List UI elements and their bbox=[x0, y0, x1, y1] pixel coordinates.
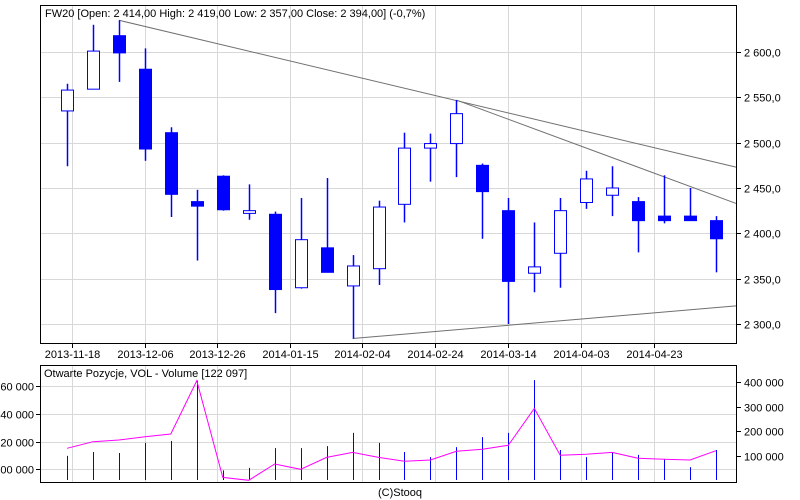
candle-body-down bbox=[321, 247, 334, 273]
candle bbox=[373, 200, 386, 286]
candle bbox=[554, 197, 567, 288]
candle bbox=[165, 127, 178, 218]
trendline bbox=[456, 99, 737, 204]
volume-plot-frame bbox=[40, 365, 737, 483]
candles bbox=[61, 20, 723, 339]
candle bbox=[606, 166, 619, 217]
candle bbox=[398, 132, 411, 223]
candle bbox=[191, 189, 204, 261]
oi-tick-label: 140 000 bbox=[0, 410, 34, 422]
candle-body-down bbox=[658, 215, 671, 222]
volume-axis: 400 000 300 000 200 000 100 000 bbox=[737, 378, 784, 464]
x-tick-label: 2014-03-14 bbox=[480, 349, 536, 361]
candle bbox=[476, 163, 489, 239]
candle-body-down bbox=[710, 220, 723, 240]
candle-body-down bbox=[113, 35, 126, 54]
x-tick-label: 2013-12-06 bbox=[117, 349, 173, 361]
y-tick-label: 2 550,0 bbox=[744, 93, 781, 105]
trendline bbox=[352, 305, 737, 340]
candle-body-up bbox=[554, 210, 567, 254]
candle-body-up bbox=[606, 187, 619, 196]
candle-body-up bbox=[528, 266, 541, 274]
x-tick-label: 2014-02-24 bbox=[407, 349, 463, 361]
candle-body-down bbox=[269, 213, 282, 291]
candle bbox=[321, 178, 334, 273]
volume-tick-label: 400 000 bbox=[744, 378, 784, 390]
candle-body-down bbox=[632, 201, 645, 222]
x-tick-label: 2014-02-04 bbox=[334, 349, 390, 361]
candle-body-down bbox=[165, 132, 178, 195]
candle-body-up bbox=[61, 89, 74, 112]
candle-body-up bbox=[295, 239, 308, 289]
candle-body-down bbox=[502, 210, 515, 282]
candle-body-down bbox=[217, 175, 230, 211]
candle bbox=[295, 197, 308, 289]
candle bbox=[61, 83, 74, 167]
date-x-axis: 2013-11-18 2013-12-06 2013-12-26 2014-01-15… bbox=[45, 344, 683, 361]
x-tick-label: 2013-11-18 bbox=[45, 349, 100, 361]
candle-body-up bbox=[373, 206, 386, 270]
y-tick-label: 2 450,0 bbox=[744, 184, 781, 196]
price-panel: FW20 [Open: 2 414,00 High: 2 419,00 Low:… bbox=[40, 5, 781, 361]
candle bbox=[684, 188, 697, 222]
price-y-axis: 2 600,0 2 550,0 2 500,0 2 450,0 2 400,0 2 350… bbox=[737, 48, 781, 332]
open-interest-line bbox=[66, 379, 717, 481]
x-tick-label: 2013-12-26 bbox=[189, 349, 245, 361]
oi-tick-label: 100 000 bbox=[0, 465, 34, 477]
volume-panel: Otwarte Pozycje, VOL - Volume [122 097] … bbox=[0, 365, 784, 483]
x-tick-label: 2014-04-23 bbox=[626, 349, 682, 361]
footer-copyright: (C)Stooq bbox=[378, 487, 422, 499]
candle bbox=[710, 216, 723, 273]
candle bbox=[113, 20, 126, 82]
candle bbox=[528, 222, 541, 293]
price-chart-title: FW20 [Open: 2 414,00 High: 2 419,00 Low:… bbox=[45, 8, 425, 20]
volume-tick-label: 200 000 bbox=[744, 427, 784, 439]
y-tick-label: 2 350,0 bbox=[744, 275, 781, 287]
volume-grid bbox=[41, 366, 736, 482]
volume-panel-title: Otwarte Pozycje, VOL - Volume [122 097] bbox=[44, 368, 247, 380]
y-tick-label: 2 500,0 bbox=[744, 139, 781, 151]
trendline bbox=[118, 19, 737, 168]
candle-body-up bbox=[347, 265, 360, 287]
candle-body-down bbox=[139, 68, 152, 150]
candle bbox=[269, 211, 282, 314]
candle-body-up bbox=[580, 178, 593, 204]
candle bbox=[580, 170, 593, 209]
oi-tick-label: 120 000 bbox=[0, 438, 34, 450]
candle bbox=[139, 48, 152, 161]
oi-tick-label: 160 000 bbox=[0, 382, 34, 394]
candle-body-up bbox=[243, 210, 256, 214]
x-tick-label: 2014-01-15 bbox=[262, 349, 318, 361]
candle bbox=[658, 175, 671, 224]
candle-body-down bbox=[684, 215, 697, 222]
trendlines bbox=[118, 19, 737, 340]
y-tick-label: 2 600,0 bbox=[744, 48, 781, 60]
candle bbox=[424, 133, 437, 182]
candle bbox=[243, 184, 256, 220]
y-tick-label: 2 300,0 bbox=[744, 320, 781, 332]
y-tick-label: 2 400,0 bbox=[744, 229, 781, 241]
volume-tick-label: 100 000 bbox=[744, 452, 784, 464]
open-interest-axis: 160 000 140 000 120 000 100 000 bbox=[0, 382, 40, 477]
volume-tick-label: 300 000 bbox=[744, 403, 784, 415]
candle-body-down bbox=[191, 201, 204, 207]
candle bbox=[347, 255, 360, 339]
candle bbox=[632, 197, 645, 253]
candle bbox=[450, 100, 463, 178]
candle-body-up bbox=[450, 113, 463, 145]
x-tick-label: 2014-04-03 bbox=[553, 349, 609, 361]
candle bbox=[217, 175, 230, 211]
volume-bars bbox=[67, 380, 717, 480]
price-plot-frame bbox=[40, 5, 737, 344]
candle-body-up bbox=[398, 147, 411, 205]
candle-body-down bbox=[476, 164, 489, 193]
candle-body-up bbox=[424, 143, 437, 149]
candle bbox=[87, 24, 100, 90]
candle bbox=[502, 197, 515, 324]
candle-body-up bbox=[87, 50, 100, 90]
